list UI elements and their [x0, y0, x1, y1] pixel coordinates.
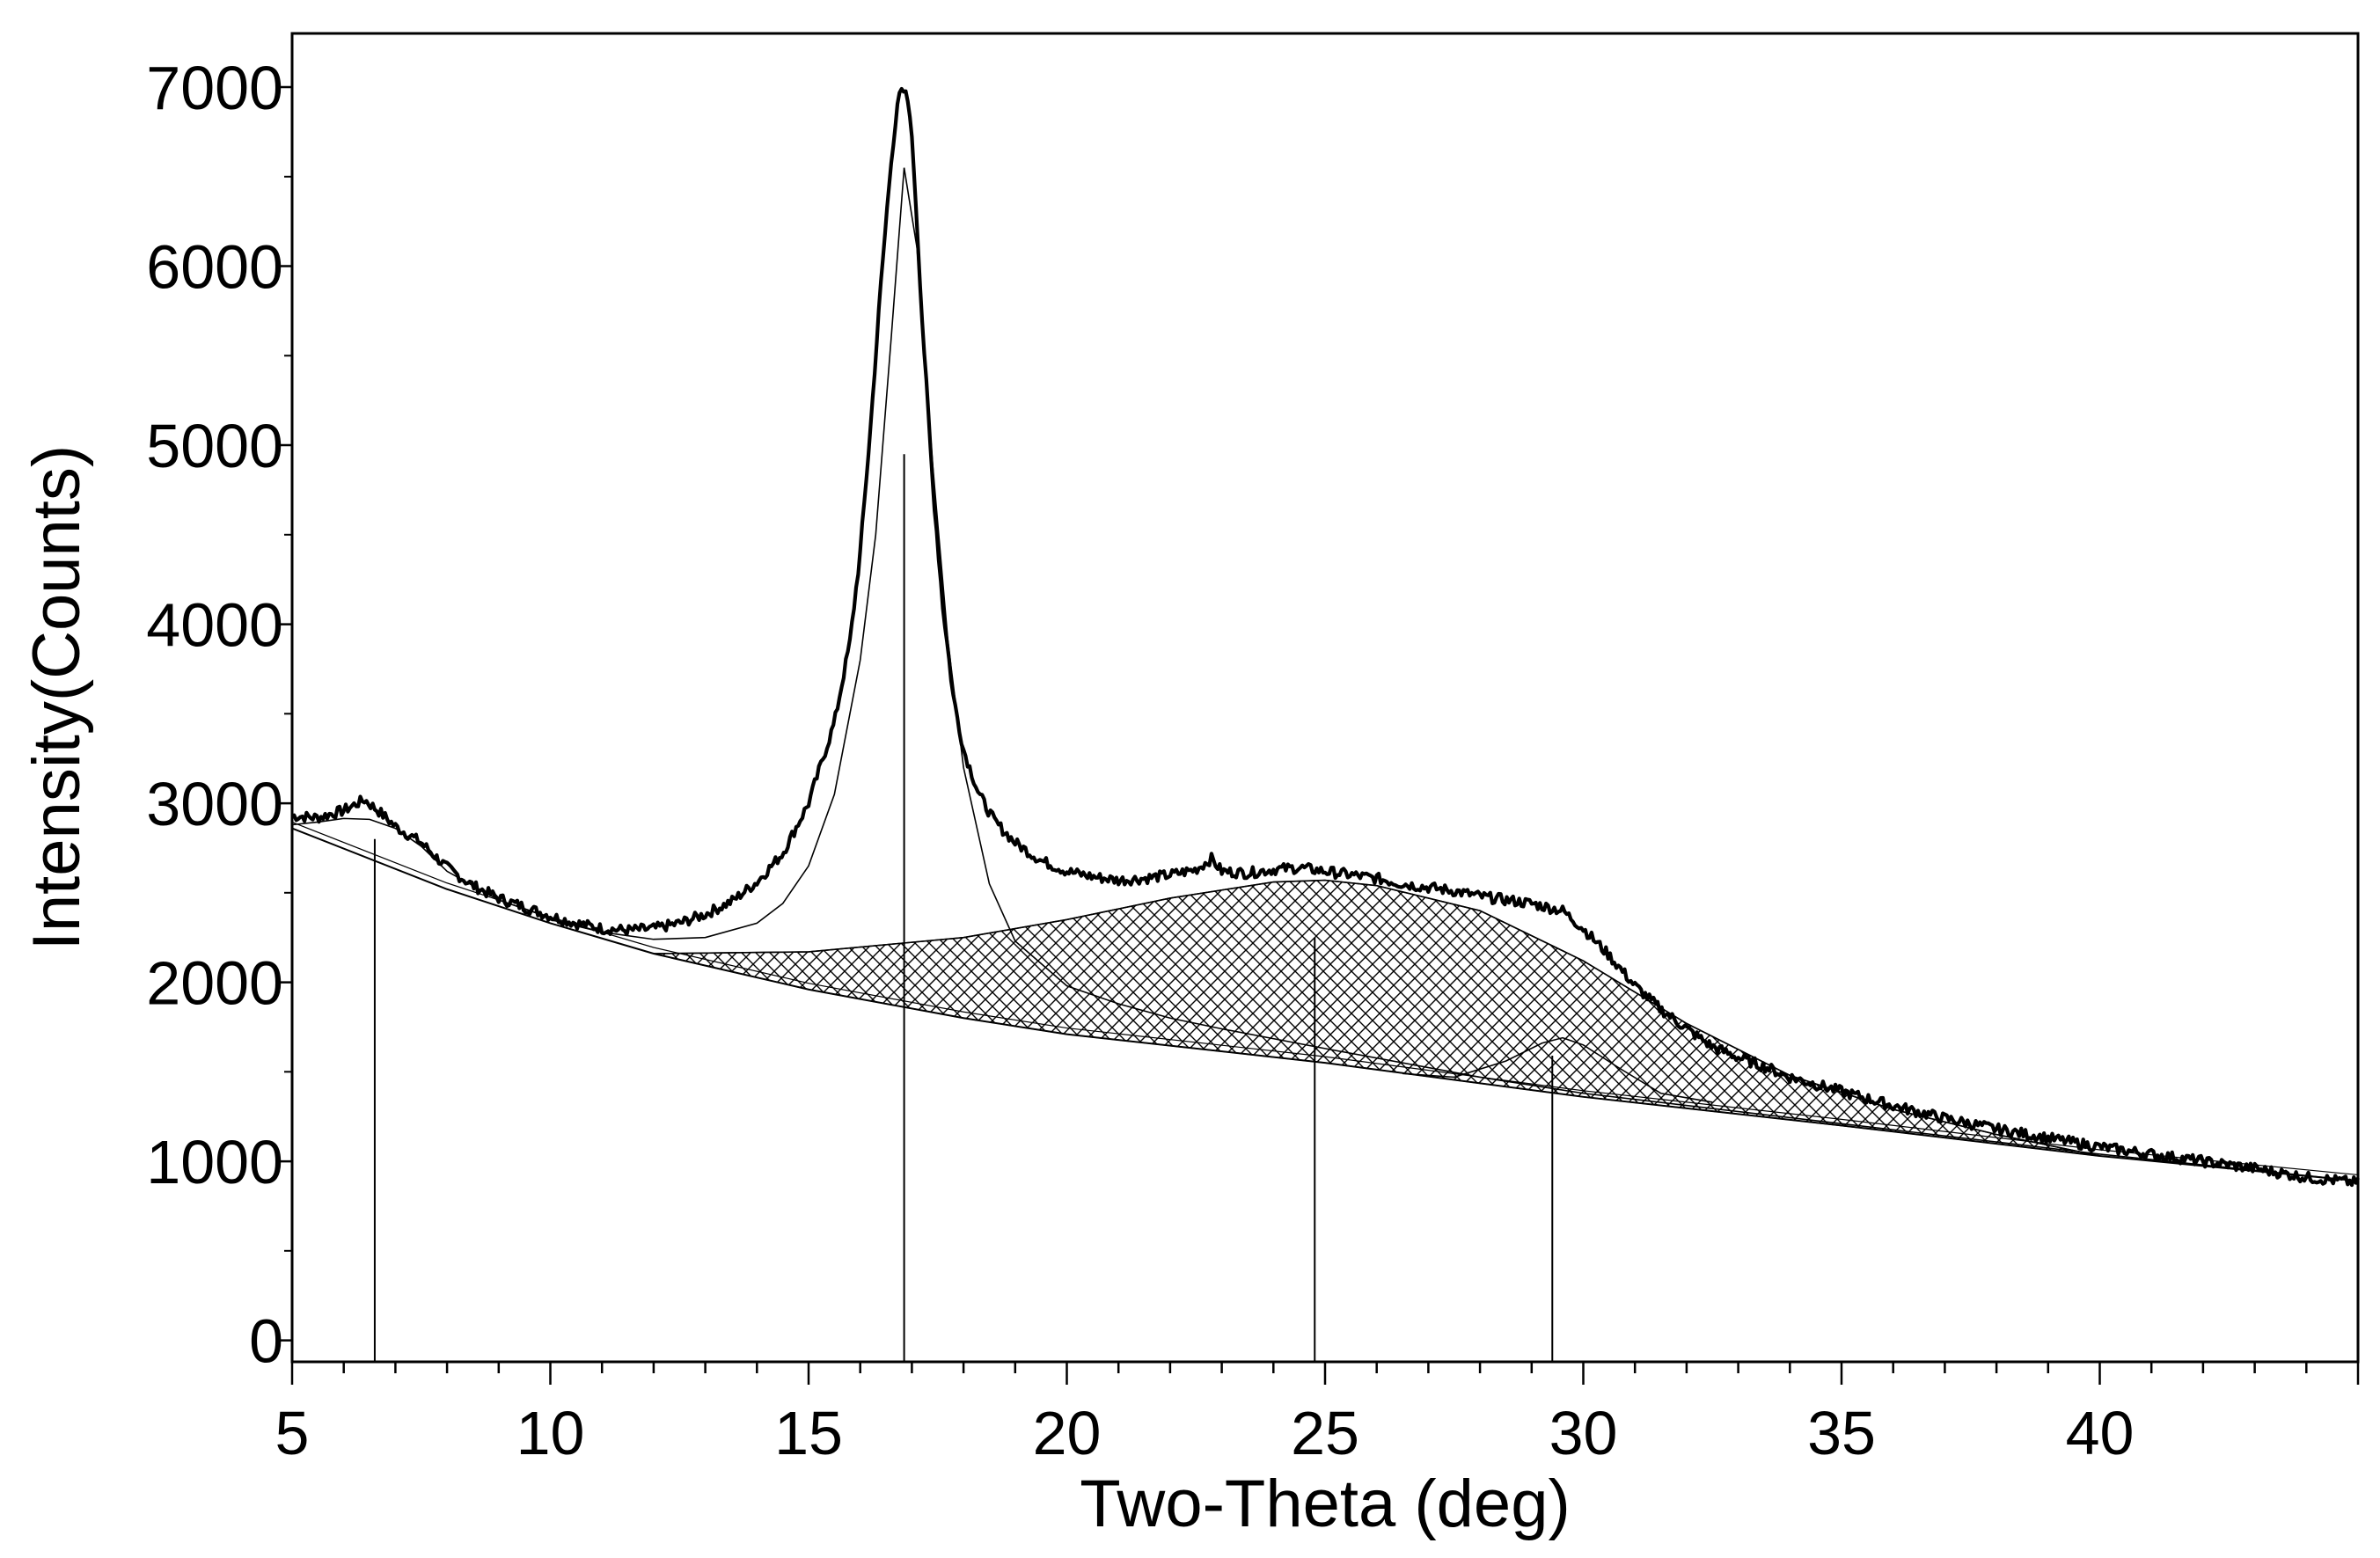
- y-tick-label: 7000: [146, 54, 283, 122]
- y-tick-label: 3000: [146, 770, 283, 838]
- x-tick-label: 5: [275, 1399, 310, 1467]
- plot-frame: [290, 32, 2360, 1364]
- x-axis-title: Two-Theta (deg): [1080, 1467, 1571, 1541]
- x-tick-label: 25: [1291, 1399, 1359, 1467]
- observed-pattern-line: [291, 86, 2360, 1188]
- x-tick-label: 15: [774, 1399, 843, 1467]
- x-tick-label: 40: [2066, 1399, 2135, 1467]
- x-tick-label: 35: [1807, 1399, 1876, 1467]
- fitted-peak-2: [550, 167, 2359, 1182]
- x-axis-ticks: 5 10 15 20 25 30 35 40: [275, 1362, 2360, 1467]
- fitted-peak-4: [1402, 1036, 1713, 1103]
- amorphous-hatched-region: [653, 879, 2100, 1157]
- x-tick-label: 30: [1549, 1399, 1618, 1467]
- x-tick-label: 10: [516, 1399, 585, 1467]
- y-tick-label: 6000: [146, 233, 283, 302]
- y-tick-label: 4000: [146, 591, 283, 660]
- y-tick-label: 1000: [146, 1128, 283, 1196]
- y-axis-title: Intensity(Counts): [19, 445, 94, 950]
- baseline-line: [291, 827, 2359, 1182]
- y-tick-label: 0: [249, 1307, 283, 1376]
- y-tick-label: 2000: [146, 949, 283, 1018]
- x-tick-label: 20: [1033, 1399, 1102, 1467]
- y-tick-label: 5000: [146, 412, 283, 480]
- plot-area: [291, 86, 2360, 1362]
- y-axis-ticks: 0 1000 2000 3000 4000 5000 6000 7000: [146, 54, 292, 1376]
